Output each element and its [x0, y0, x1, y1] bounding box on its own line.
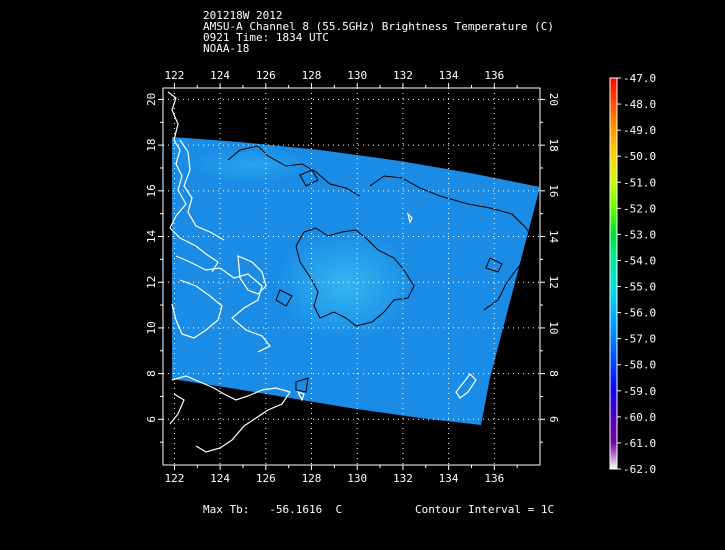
lat-label-right: 14 — [547, 230, 560, 244]
lat-label-left: 8 — [145, 370, 158, 377]
lon-label-bottom: 136 — [484, 472, 504, 485]
max-tb-unit: C — [335, 503, 343, 516]
max-tb-readout: Max Tb: -56.1616 C — [203, 503, 342, 516]
lat-label-right: 16 — [547, 184, 560, 197]
contour-line-north — [299, 169, 319, 187]
lon-label-top: 126 — [256, 69, 276, 82]
lon-label-top: 122 — [164, 69, 184, 82]
colorbar-label: -56.0 — [623, 307, 656, 320]
colorbar-label: -58.0 — [623, 359, 656, 372]
axis-ticks: 1221221241241261261281281301301321321341… — [145, 69, 560, 485]
colorbar-label: -54.0 — [623, 254, 656, 267]
colorbar-labels: -47.0 -48.0 -49.0 -50.0 -51.0 -52.0 -53.0 -54.0… — [617, 72, 656, 476]
max-tb-label: Max Tb: — [203, 503, 250, 516]
image-header: 201218W 2012 AMSU-A Channel 8 (55.5GHz) … — [203, 10, 554, 54]
colorbar-label: -61.0 — [623, 437, 656, 450]
colorbar-label: -51.0 — [623, 176, 656, 189]
lat-label-left: 14 — [145, 230, 158, 244]
colorbar-bar — [609, 77, 618, 470]
contour-line-northwest — [227, 145, 361, 197]
lat-label-right: 6 — [547, 416, 560, 423]
colorbar-label: -47.0 — [623, 72, 656, 85]
satellite-label: NOAA-18 — [203, 42, 250, 55]
lat-label-right: 18 — [547, 138, 560, 151]
coastline-islet-1 — [296, 390, 305, 402]
coastline-luzon — [167, 91, 219, 273]
lat-label-right: 8 — [547, 370, 560, 377]
lon-label-bottom: 124 — [210, 472, 230, 485]
lat-label-left: 16 — [145, 184, 158, 197]
colorbar-label: -52.0 — [623, 202, 656, 215]
lat-label-left: 10 — [145, 321, 158, 334]
colorbar-label: -57.0 — [623, 333, 656, 346]
lon-label-top: 134 — [439, 69, 459, 82]
coastline-islet-2 — [406, 212, 413, 224]
coastline-visayas — [175, 255, 271, 353]
lon-label-top: 136 — [484, 69, 504, 82]
lon-label-top: 128 — [302, 69, 322, 82]
colorbar-label: -53.0 — [623, 228, 656, 241]
lat-label-left: 20 — [145, 93, 158, 106]
coastline-luzon-east — [179, 139, 225, 241]
colorbar-label: -48.0 — [623, 98, 656, 111]
date-time-label: 0921 Time: 1834 UTC — [203, 31, 329, 44]
contour-line-east — [369, 175, 535, 311]
lon-label-bottom: 132 — [393, 472, 413, 485]
colorbar-label: -55.0 — [623, 281, 656, 294]
lon-label-bottom: 122 — [164, 472, 184, 485]
contour-lines — [227, 145, 535, 393]
lon-label-bottom: 128 — [302, 472, 322, 485]
colorbar-label: -59.0 — [623, 385, 656, 398]
lat-label-left: 6 — [145, 416, 158, 423]
lon-label-bottom: 126 — [256, 472, 276, 485]
lat-label-left: 18 — [145, 138, 158, 151]
lon-label-top: 130 — [347, 69, 367, 82]
contour-line-main — [295, 227, 415, 327]
warm-core-region — [275, 230, 415, 340]
coastline-visayas-islands — [171, 279, 223, 339]
lat-label-right: 12 — [547, 276, 560, 289]
lon-label-top: 124 — [210, 69, 230, 82]
coastline-samar-leyte — [237, 255, 267, 295]
contour-interval-label: Contour Interval = 1C — [415, 503, 555, 516]
product-title: AMSU-A Channel 8 (55.5GHz) Brightness Te… — [203, 20, 554, 33]
colorbar-label: -49.0 — [623, 124, 656, 137]
colorbar: -47.0 -48.0 -49.0 -50.0 -51.0 -52.0 -53.0 -54.0… — [609, 72, 656, 476]
contour-line-small-1 — [275, 289, 293, 307]
contour-line-small-3 — [295, 377, 309, 393]
colorbar-label: -62.0 — [623, 463, 656, 476]
contour-line-small-2 — [485, 257, 503, 273]
storm-id-label: 201218W 2012 — [203, 9, 283, 22]
colorbar-label: -60.0 — [623, 411, 656, 424]
lat-label-right: 10 — [547, 321, 560, 334]
lon-label-bottom: 134 — [439, 472, 459, 485]
coastline-mindanao — [171, 375, 291, 453]
max-tb-value: -56.1616 — [269, 503, 323, 516]
colorbar-label: -50.0 — [623, 150, 656, 163]
coastline-palau — [455, 373, 477, 399]
lat-label-right: 20 — [547, 93, 560, 106]
lon-label-bottom: 130 — [347, 472, 367, 485]
lat-label-left: 12 — [145, 276, 158, 289]
lon-label-top: 132 — [393, 69, 413, 82]
